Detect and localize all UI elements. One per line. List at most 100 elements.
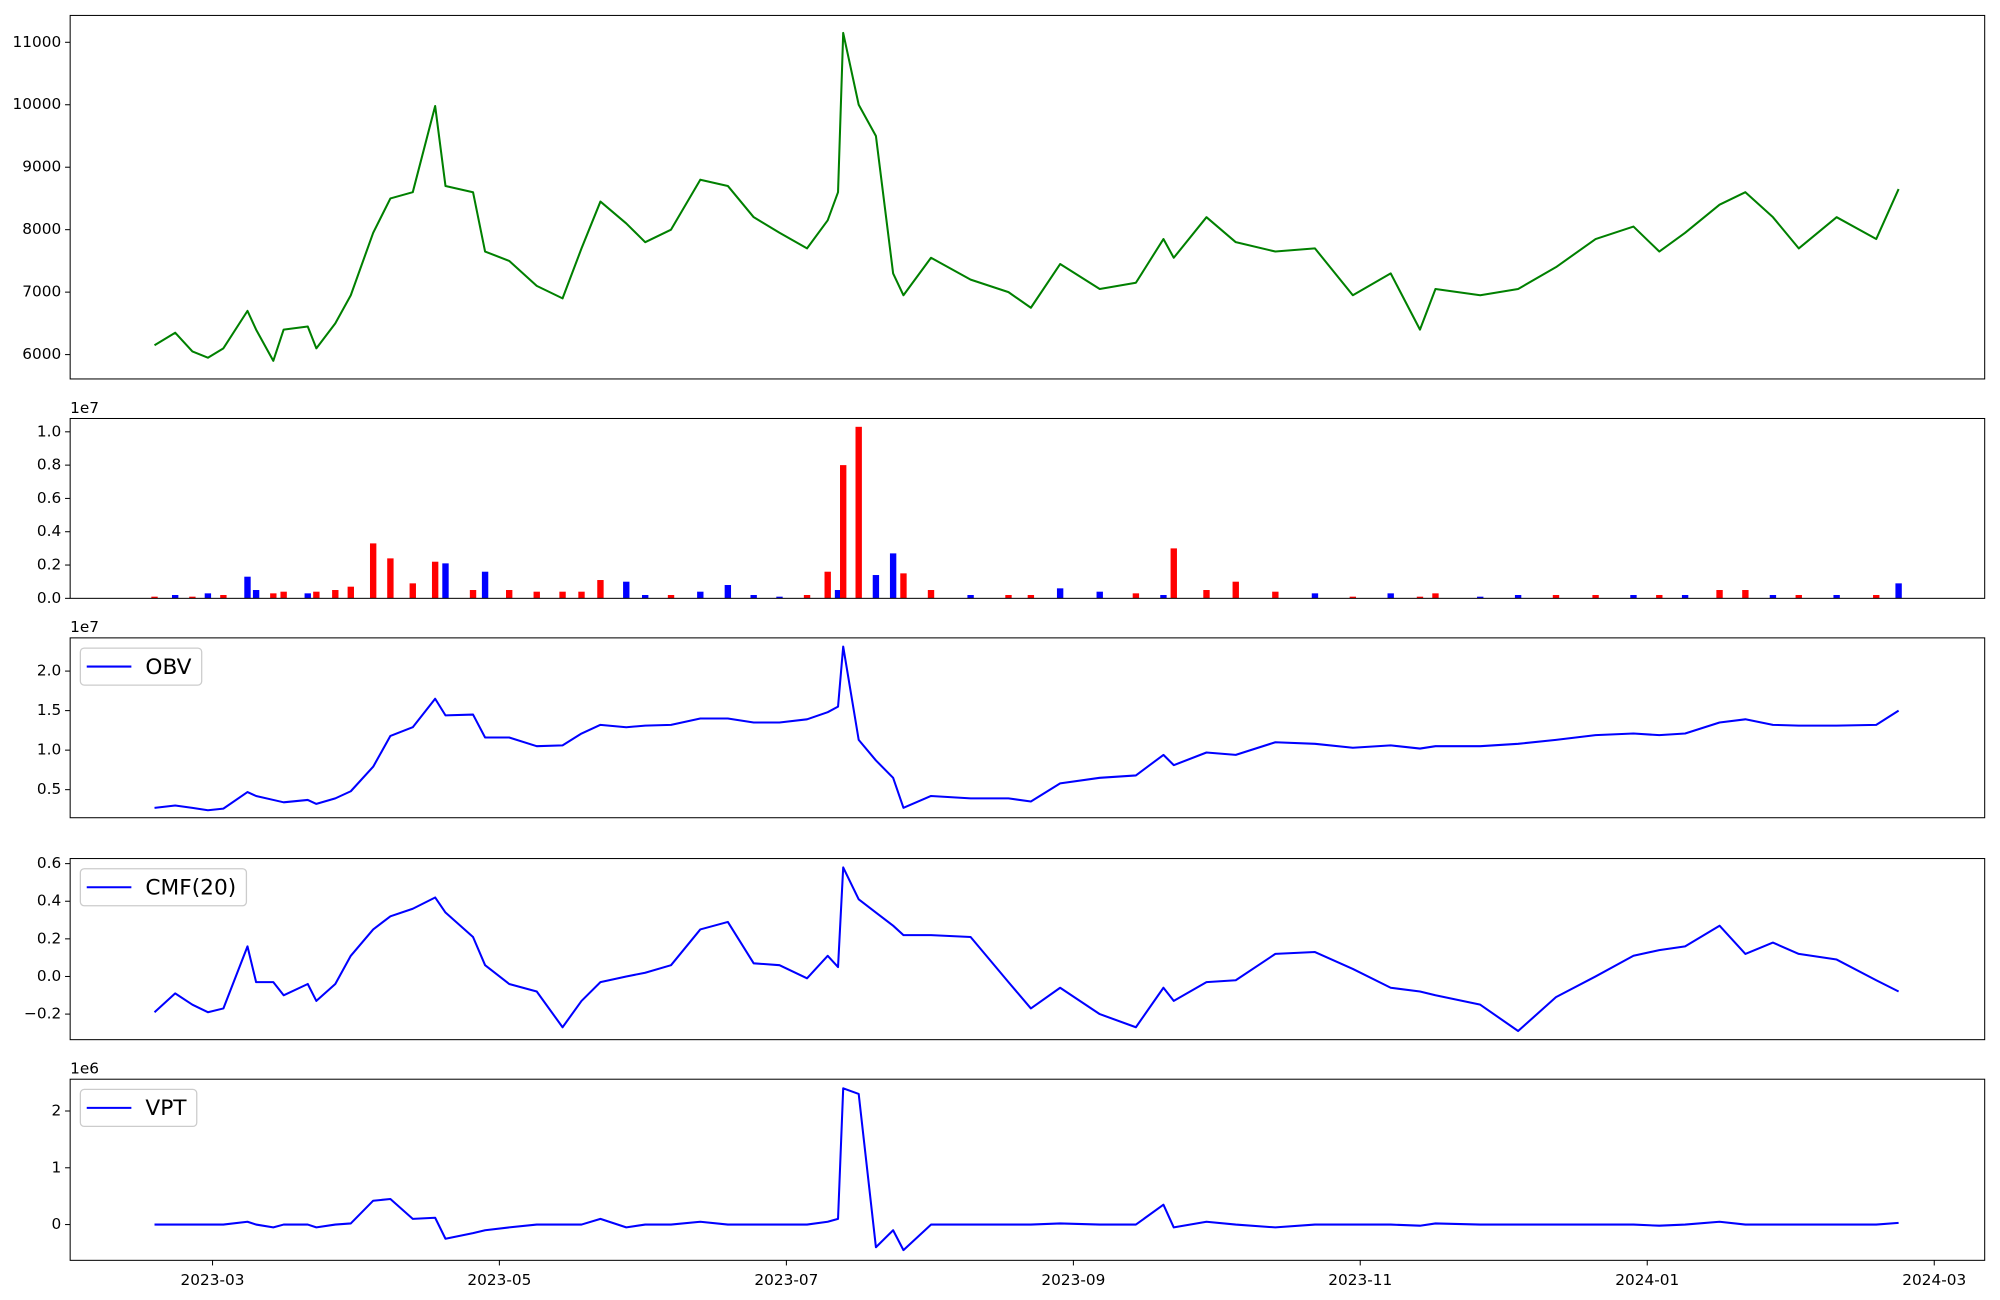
y-tick-label: 0.4 bbox=[37, 892, 61, 910]
bar bbox=[220, 595, 227, 599]
bar bbox=[151, 596, 158, 599]
axes-frame bbox=[69, 417, 1986, 599]
line bbox=[154, 1087, 1899, 1252]
bar bbox=[1311, 593, 1319, 599]
axes-frame bbox=[69, 1078, 1986, 1261]
x-tick-label: 2023-09 bbox=[1041, 1271, 1105, 1289]
bar bbox=[834, 590, 842, 599]
bar bbox=[597, 580, 604, 599]
legend-label: VPT bbox=[145, 1096, 187, 1121]
bar bbox=[189, 596, 196, 599]
bar bbox=[697, 591, 704, 599]
bar bbox=[559, 591, 566, 599]
panel: 0.5 1.0 1.5 2.0 1e7 OBV bbox=[37, 618, 1986, 819]
x-tick-label: 2023-05 bbox=[467, 1271, 531, 1289]
bar bbox=[1232, 581, 1239, 599]
bar bbox=[1514, 595, 1522, 599]
bar bbox=[387, 558, 394, 599]
y-tick-label: 0.6 bbox=[37, 854, 61, 872]
y-tick-label: 0.0 bbox=[37, 589, 61, 607]
bar bbox=[270, 593, 277, 599]
bar bbox=[409, 583, 416, 599]
bar bbox=[1387, 593, 1394, 599]
bar bbox=[889, 553, 897, 599]
y-tick-label: 6000 bbox=[22, 345, 61, 363]
axes-frame bbox=[69, 858, 1986, 1041]
bar bbox=[1681, 595, 1689, 599]
line bbox=[154, 645, 1900, 812]
bar bbox=[1432, 593, 1439, 599]
x-tick-label: 2024-03 bbox=[1902, 1271, 1966, 1289]
bar bbox=[533, 591, 540, 599]
line bbox=[153, 31, 1900, 362]
bar bbox=[304, 593, 311, 599]
x-tick-label: 2023-07 bbox=[754, 1271, 818, 1289]
y-tick-label: 1.0 bbox=[37, 422, 61, 440]
bar bbox=[431, 561, 439, 599]
bar bbox=[667, 595, 675, 599]
bar bbox=[1742, 590, 1749, 599]
y-tick-label: 0.6 bbox=[37, 489, 61, 507]
y-tick-label: 10000 bbox=[13, 95, 62, 113]
bar bbox=[855, 426, 862, 599]
y-tick-label: −0.2 bbox=[24, 1005, 61, 1023]
legend-box bbox=[79, 868, 248, 907]
bar bbox=[1056, 588, 1064, 599]
bar bbox=[469, 590, 477, 599]
bar bbox=[1349, 596, 1357, 599]
bar bbox=[623, 581, 630, 599]
bar bbox=[1656, 595, 1663, 599]
y-tick-label: 2.0 bbox=[37, 662, 61, 680]
bar bbox=[347, 586, 354, 599]
bar bbox=[244, 576, 251, 599]
bar bbox=[750, 595, 757, 599]
y-tick-label: 1 bbox=[51, 1158, 61, 1176]
y-tick-label: 11000 bbox=[13, 33, 62, 51]
bar bbox=[1795, 595, 1802, 599]
bar bbox=[204, 593, 212, 599]
bar bbox=[1160, 595, 1167, 599]
bar bbox=[824, 571, 831, 599]
panel: 6000 7000 8000 9000 10000 11000 bbox=[13, 14, 1986, 380]
y-tick-label: 0.0 bbox=[37, 967, 61, 985]
bar bbox=[1096, 591, 1103, 599]
legend-label: OBV bbox=[145, 655, 191, 680]
y-tick-label: 1.5 bbox=[37, 701, 61, 719]
bar bbox=[1552, 595, 1560, 599]
bar bbox=[1833, 595, 1840, 599]
y-tick-label: 1.0 bbox=[37, 741, 61, 759]
bar bbox=[1027, 595, 1035, 599]
y-tick-label: 0 bbox=[51, 1215, 61, 1233]
bar bbox=[872, 575, 880, 599]
bar bbox=[1873, 595, 1880, 599]
bar bbox=[252, 590, 260, 599]
axes-frame bbox=[69, 14, 1986, 380]
bar bbox=[481, 571, 489, 599]
x-tick-label: 2023-11 bbox=[1328, 1271, 1392, 1289]
legend-box bbox=[79, 1088, 198, 1128]
bar bbox=[578, 591, 585, 599]
line bbox=[153, 866, 1900, 1033]
bar bbox=[967, 595, 974, 599]
bar bbox=[1005, 595, 1012, 599]
panel: 0.0 0.2 0.4 0.6 0.8 1.0 1e7 bbox=[37, 399, 1986, 607]
bar bbox=[776, 596, 783, 599]
axes-frame bbox=[69, 637, 1986, 819]
y-tick-label: 0.4 bbox=[37, 522, 61, 540]
bar bbox=[369, 543, 377, 599]
bar bbox=[1132, 593, 1140, 599]
axis-offset-label: 1e7 bbox=[70, 618, 99, 636]
x-tick-label: 2023-03 bbox=[181, 1271, 245, 1289]
bar bbox=[280, 591, 287, 599]
y-tick-label: 8000 bbox=[22, 220, 61, 238]
y-tick-label: 0.8 bbox=[37, 456, 61, 474]
legend-box bbox=[79, 647, 203, 686]
bar bbox=[442, 563, 449, 599]
bar bbox=[1203, 590, 1210, 599]
bar bbox=[1769, 595, 1777, 599]
y-tick-label: 2 bbox=[51, 1102, 61, 1120]
bar bbox=[724, 585, 732, 599]
bar bbox=[313, 591, 320, 599]
